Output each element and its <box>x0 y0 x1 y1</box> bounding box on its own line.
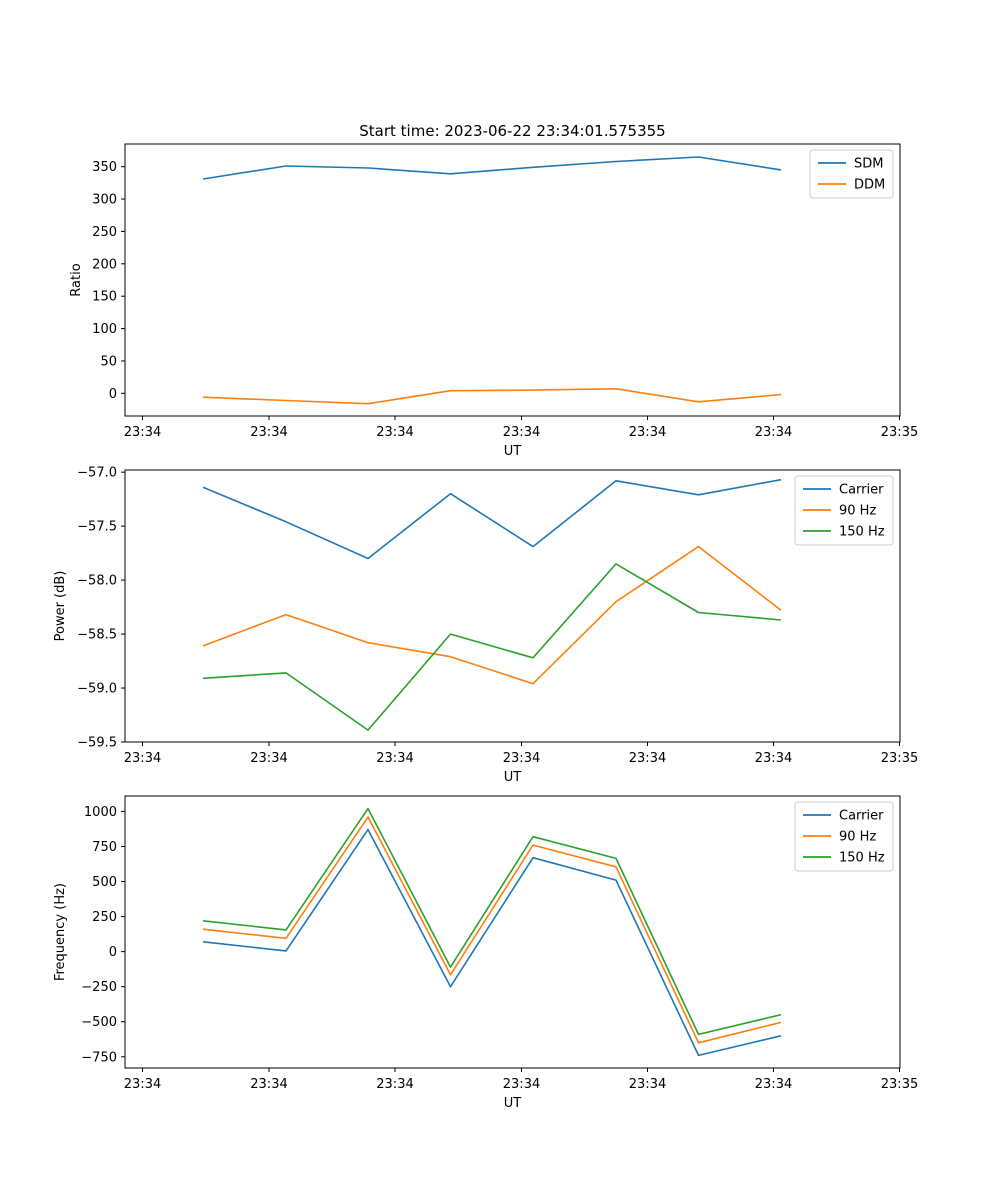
x-tick-label: 23:34 <box>503 425 540 440</box>
y-tick-label: 0 <box>109 945 117 960</box>
y-tick-label: 300 <box>92 193 117 208</box>
y-tick-label: 250 <box>92 225 117 240</box>
series-line-carrier <box>202 828 782 1057</box>
legend-label: 150 Hz <box>839 851 885 866</box>
y-tick-label: 200 <box>92 257 117 272</box>
legend-box <box>794 475 894 546</box>
x-tick-label: 23:34 <box>250 751 287 766</box>
x-tick-label: 23:34 <box>755 425 792 440</box>
y-tick-label: 50 <box>100 354 117 369</box>
legend-label: DDM <box>854 178 885 193</box>
x-axis-label: UT <box>504 444 522 459</box>
series-line-90-hz <box>202 545 782 685</box>
y-tick-label: 150 <box>92 290 117 305</box>
series-line-carrier <box>202 478 782 560</box>
axes-frame <box>124 143 901 417</box>
legend-label: 90 Hz <box>839 830 876 845</box>
x-axis-label: UT <box>504 770 522 785</box>
y-tick-label: 0 <box>109 387 117 402</box>
axes-frame <box>124 795 901 1069</box>
x-tick-label: 23:34 <box>503 751 540 766</box>
y-tick-label: −59.5 <box>77 736 117 751</box>
y-tick-label: 750 <box>92 840 117 855</box>
x-tick-label: 23:35 <box>881 425 918 440</box>
y-axis-label: Power (dB) <box>53 571 68 642</box>
x-tick-label: 23:34 <box>755 1077 792 1092</box>
series-line-90-hz <box>202 816 782 1044</box>
x-tick-label: 23:34 <box>250 1077 287 1092</box>
y-tick-label: 250 <box>92 910 117 925</box>
x-tick-label: 23:35 <box>881 751 918 766</box>
x-tick-label: 23:34 <box>503 1077 540 1092</box>
x-tick-label: 23:34 <box>629 751 666 766</box>
y-tick-label: 1000 <box>84 805 117 820</box>
y-tick-label: −57.0 <box>77 466 117 481</box>
x-tick-label: 23:34 <box>124 1077 161 1092</box>
figure-title: Start time: 2023-06-22 23:34:01.575355 <box>359 122 665 140</box>
legend-box <box>794 801 894 872</box>
y-tick-label: −59.0 <box>77 682 117 697</box>
legend-label: 150 Hz <box>839 525 885 540</box>
series-line-150-hz <box>202 807 782 1036</box>
legend-label: Carrier <box>839 809 884 824</box>
legend-label: SDM <box>854 157 883 172</box>
panel-ratio: 0 50 100 150 200 250 300 350 23:34 23:34 23:34 23:3… <box>69 143 918 459</box>
x-tick-label: 23:34 <box>376 1077 413 1092</box>
legend-label: 90 Hz <box>839 504 876 519</box>
x-tick-label: 23:34 <box>755 751 792 766</box>
series-line-sdm <box>202 156 782 180</box>
y-axis-label: Ratio <box>69 263 84 296</box>
x-axis-label: UT <box>504 1096 522 1111</box>
legend-box <box>809 149 894 199</box>
y-tick-label: 100 <box>92 322 117 337</box>
y-tick-label: 500 <box>92 875 117 890</box>
series-line-ddm <box>202 387 782 405</box>
x-tick-label: 23:34 <box>376 751 413 766</box>
x-tick-label: 23:34 <box>124 425 161 440</box>
x-tick-label: 23:35 <box>881 1077 918 1092</box>
y-tick-label: −58.5 <box>77 628 117 643</box>
y-tick-label: −250 <box>81 980 117 995</box>
y-tick-label: −57.5 <box>77 520 117 535</box>
y-tick-label: −58.0 <box>77 574 117 589</box>
legend-label: Carrier <box>839 483 884 498</box>
panel-frequency: 1000 750 500 250 0 −250 −500 −750 23:34 23:34 23:3… <box>53 795 918 1111</box>
x-tick-label: 23:34 <box>124 751 161 766</box>
series-line-150-hz <box>202 563 782 731</box>
x-tick-label: 23:34 <box>250 425 287 440</box>
panel-power: −57.0 −57.5 −58.0 −58.5 −59.0 −59.5 23:34 23:34… <box>53 466 918 785</box>
y-axis-label: Frequency (Hz) <box>53 883 68 981</box>
y-tick-label: 350 <box>92 160 117 175</box>
y-tick-label: −500 <box>81 1015 117 1030</box>
y-tick-label: −750 <box>81 1050 117 1065</box>
x-tick-label: 23:34 <box>629 1077 666 1092</box>
x-tick-label: 23:34 <box>629 425 666 440</box>
axes-frame <box>124 469 901 743</box>
x-tick-label: 23:34 <box>376 425 413 440</box>
